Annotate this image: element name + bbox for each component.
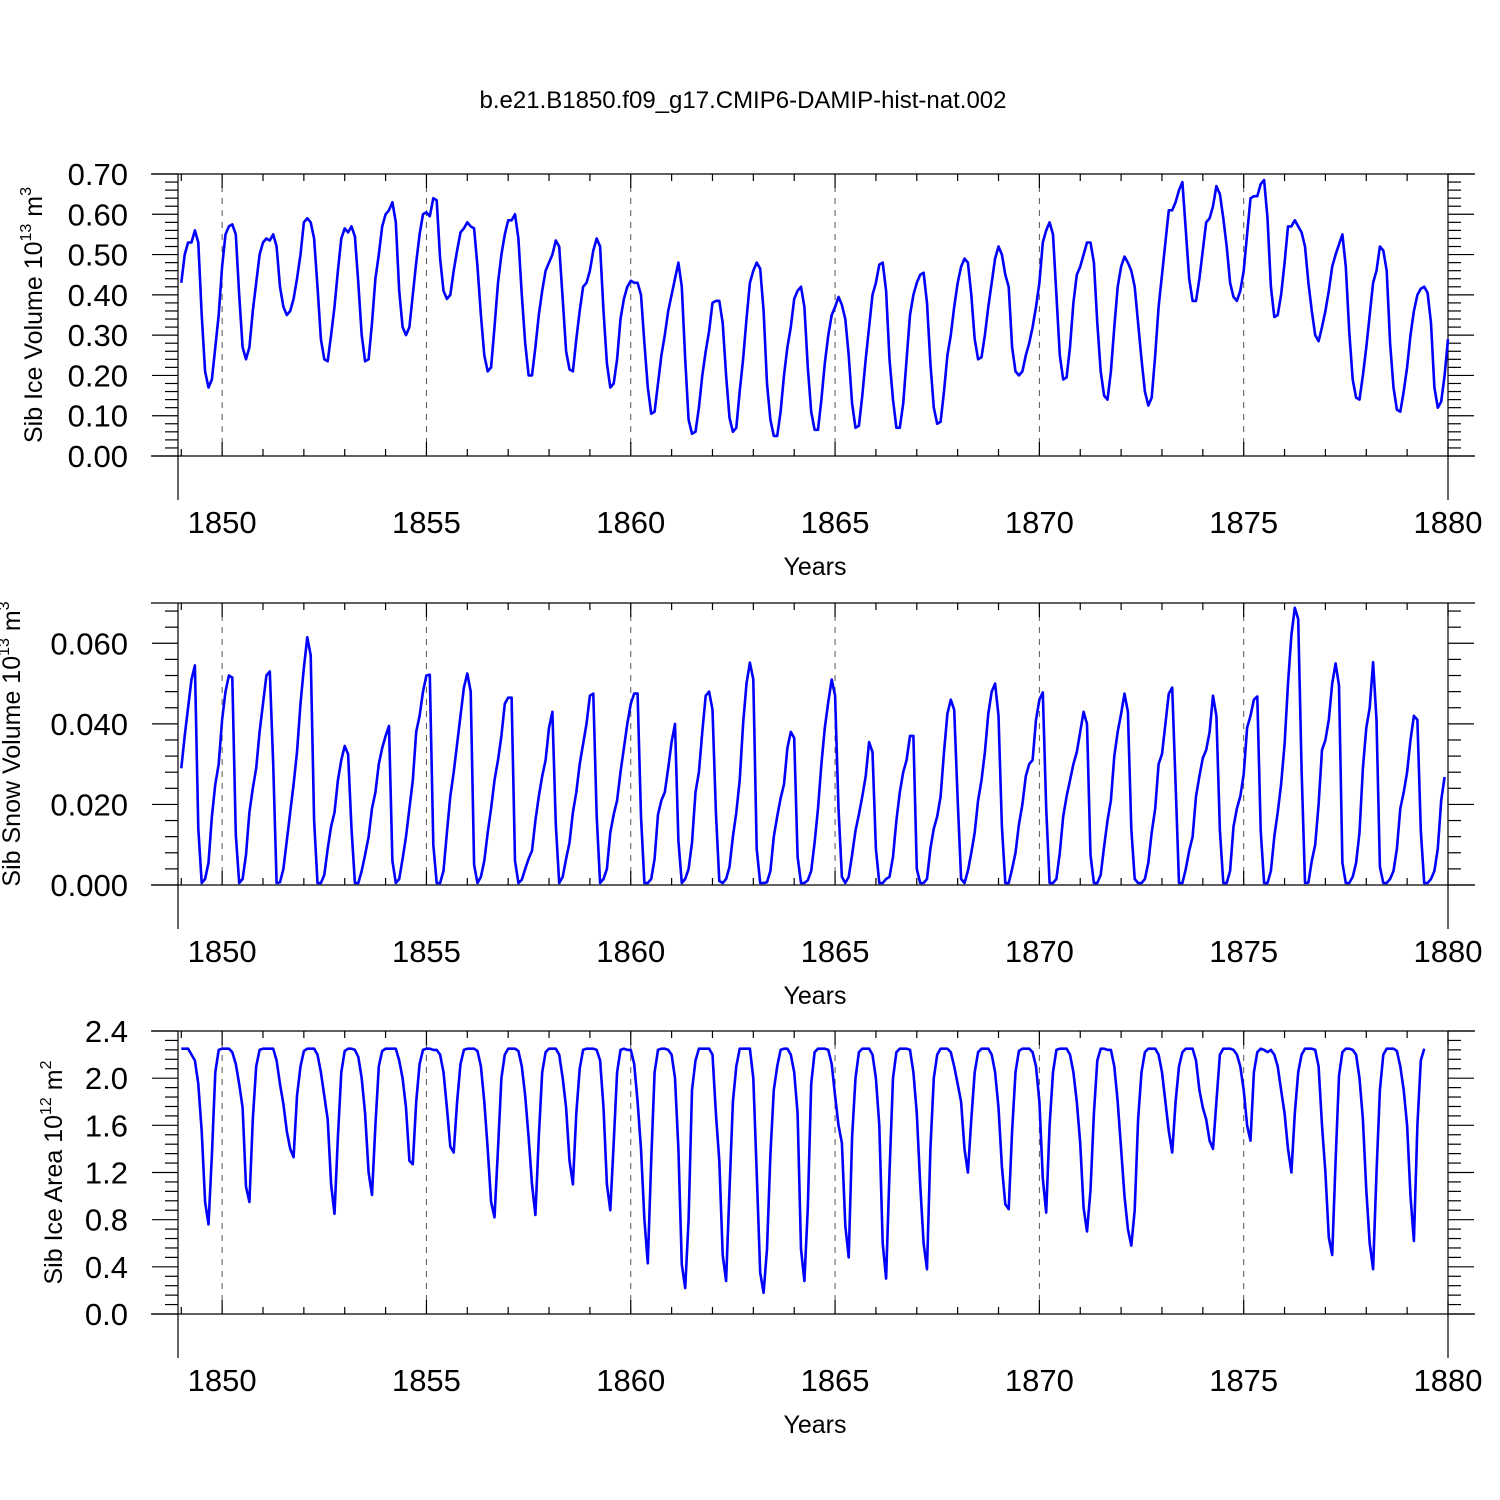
y-tick-label: 0.30: [68, 318, 128, 353]
y-axis-label: Sib Snow Volume 1013 m3: [0, 601, 26, 886]
x-tick-label: 1855: [392, 934, 461, 969]
x-tick-label: 1855: [392, 505, 461, 540]
y-tick-label: 0.50: [68, 238, 128, 273]
x-tick-label: 1850: [188, 505, 257, 540]
panel-snow-volume: 0.000 0.020 0.040 0.060 1850 1855 1860 1865 1870…: [0, 601, 1482, 1010]
y-tick-label: 0.020: [50, 787, 128, 822]
y-tick-label: 0.000: [50, 868, 128, 903]
y-axis-label: Sib Ice Area 1012 m2: [38, 1060, 68, 1284]
x-tick-label: 1865: [801, 505, 870, 540]
x-axis-label: Years: [783, 982, 846, 1010]
x-tick-label: 1880: [1414, 934, 1483, 969]
figure-title: b.e21.B1850.f09_g17.CMIP6-DAMIP-hist-nat…: [480, 87, 1007, 114]
y-tick-label: 0.4: [85, 1250, 128, 1285]
y-tick-label: 0.00: [68, 439, 128, 474]
y-tick-label: 0.040: [50, 707, 128, 742]
x-tick-label: 1865: [801, 1363, 870, 1398]
panel-ice-volume: 0.00 0.10 0.20 0.30 0.40 0.50 0.60 0.70 1850 1855…: [18, 157, 1482, 581]
x-tick-label: 1875: [1209, 934, 1278, 969]
panel-ice-area: 0.0 0.4 0.8 1.2 1.6 2.0 2.4 1850 1855 1860 1865 187…: [38, 1014, 1482, 1439]
y-tick-label: 0.40: [68, 278, 128, 313]
y-tick-label: 0.060: [50, 626, 128, 661]
y-tick-label: 0.0: [85, 1297, 128, 1332]
y-tick-label: 1.2: [85, 1156, 128, 1191]
x-axis-label: Years: [783, 1411, 846, 1439]
x-tick-label: 1860: [596, 1363, 665, 1398]
series-line: [180, 178, 1450, 438]
y-tick-label: 0.8: [85, 1203, 128, 1238]
x-tick-label: 1870: [1005, 934, 1074, 969]
y-tick-label: 0.10: [68, 399, 128, 434]
series-line: [180, 606, 1446, 885]
x-tick-label: 1870: [1005, 505, 1074, 540]
y-tick-label: 1.6: [85, 1108, 128, 1143]
x-tick-label: 1875: [1209, 1363, 1278, 1398]
x-tick-label: 1860: [596, 934, 665, 969]
y-tick-label: 0.70: [68, 157, 128, 192]
x-tick-label: 1880: [1414, 505, 1483, 540]
series-line: [181, 1047, 1426, 1295]
x-tick-label: 1850: [188, 1363, 257, 1398]
x-tick-label: 1870: [1005, 1363, 1074, 1398]
x-axis-label: Years: [783, 553, 846, 581]
x-tick-label: 1850: [188, 934, 257, 969]
x-tick-label: 1855: [392, 1363, 461, 1398]
x-tick-label: 1865: [801, 934, 870, 969]
y-tick-label: 2.0: [85, 1061, 128, 1096]
y-axis-label: Sib Ice Volume 1013 m3: [18, 187, 48, 443]
y-tick-label: 2.4: [85, 1014, 128, 1049]
y-tick-label: 0.60: [68, 197, 128, 232]
x-tick-label: 1860: [596, 505, 665, 540]
x-tick-label: 1875: [1209, 505, 1278, 540]
y-tick-label: 0.20: [68, 358, 128, 393]
x-tick-label: 1880: [1414, 1363, 1483, 1398]
